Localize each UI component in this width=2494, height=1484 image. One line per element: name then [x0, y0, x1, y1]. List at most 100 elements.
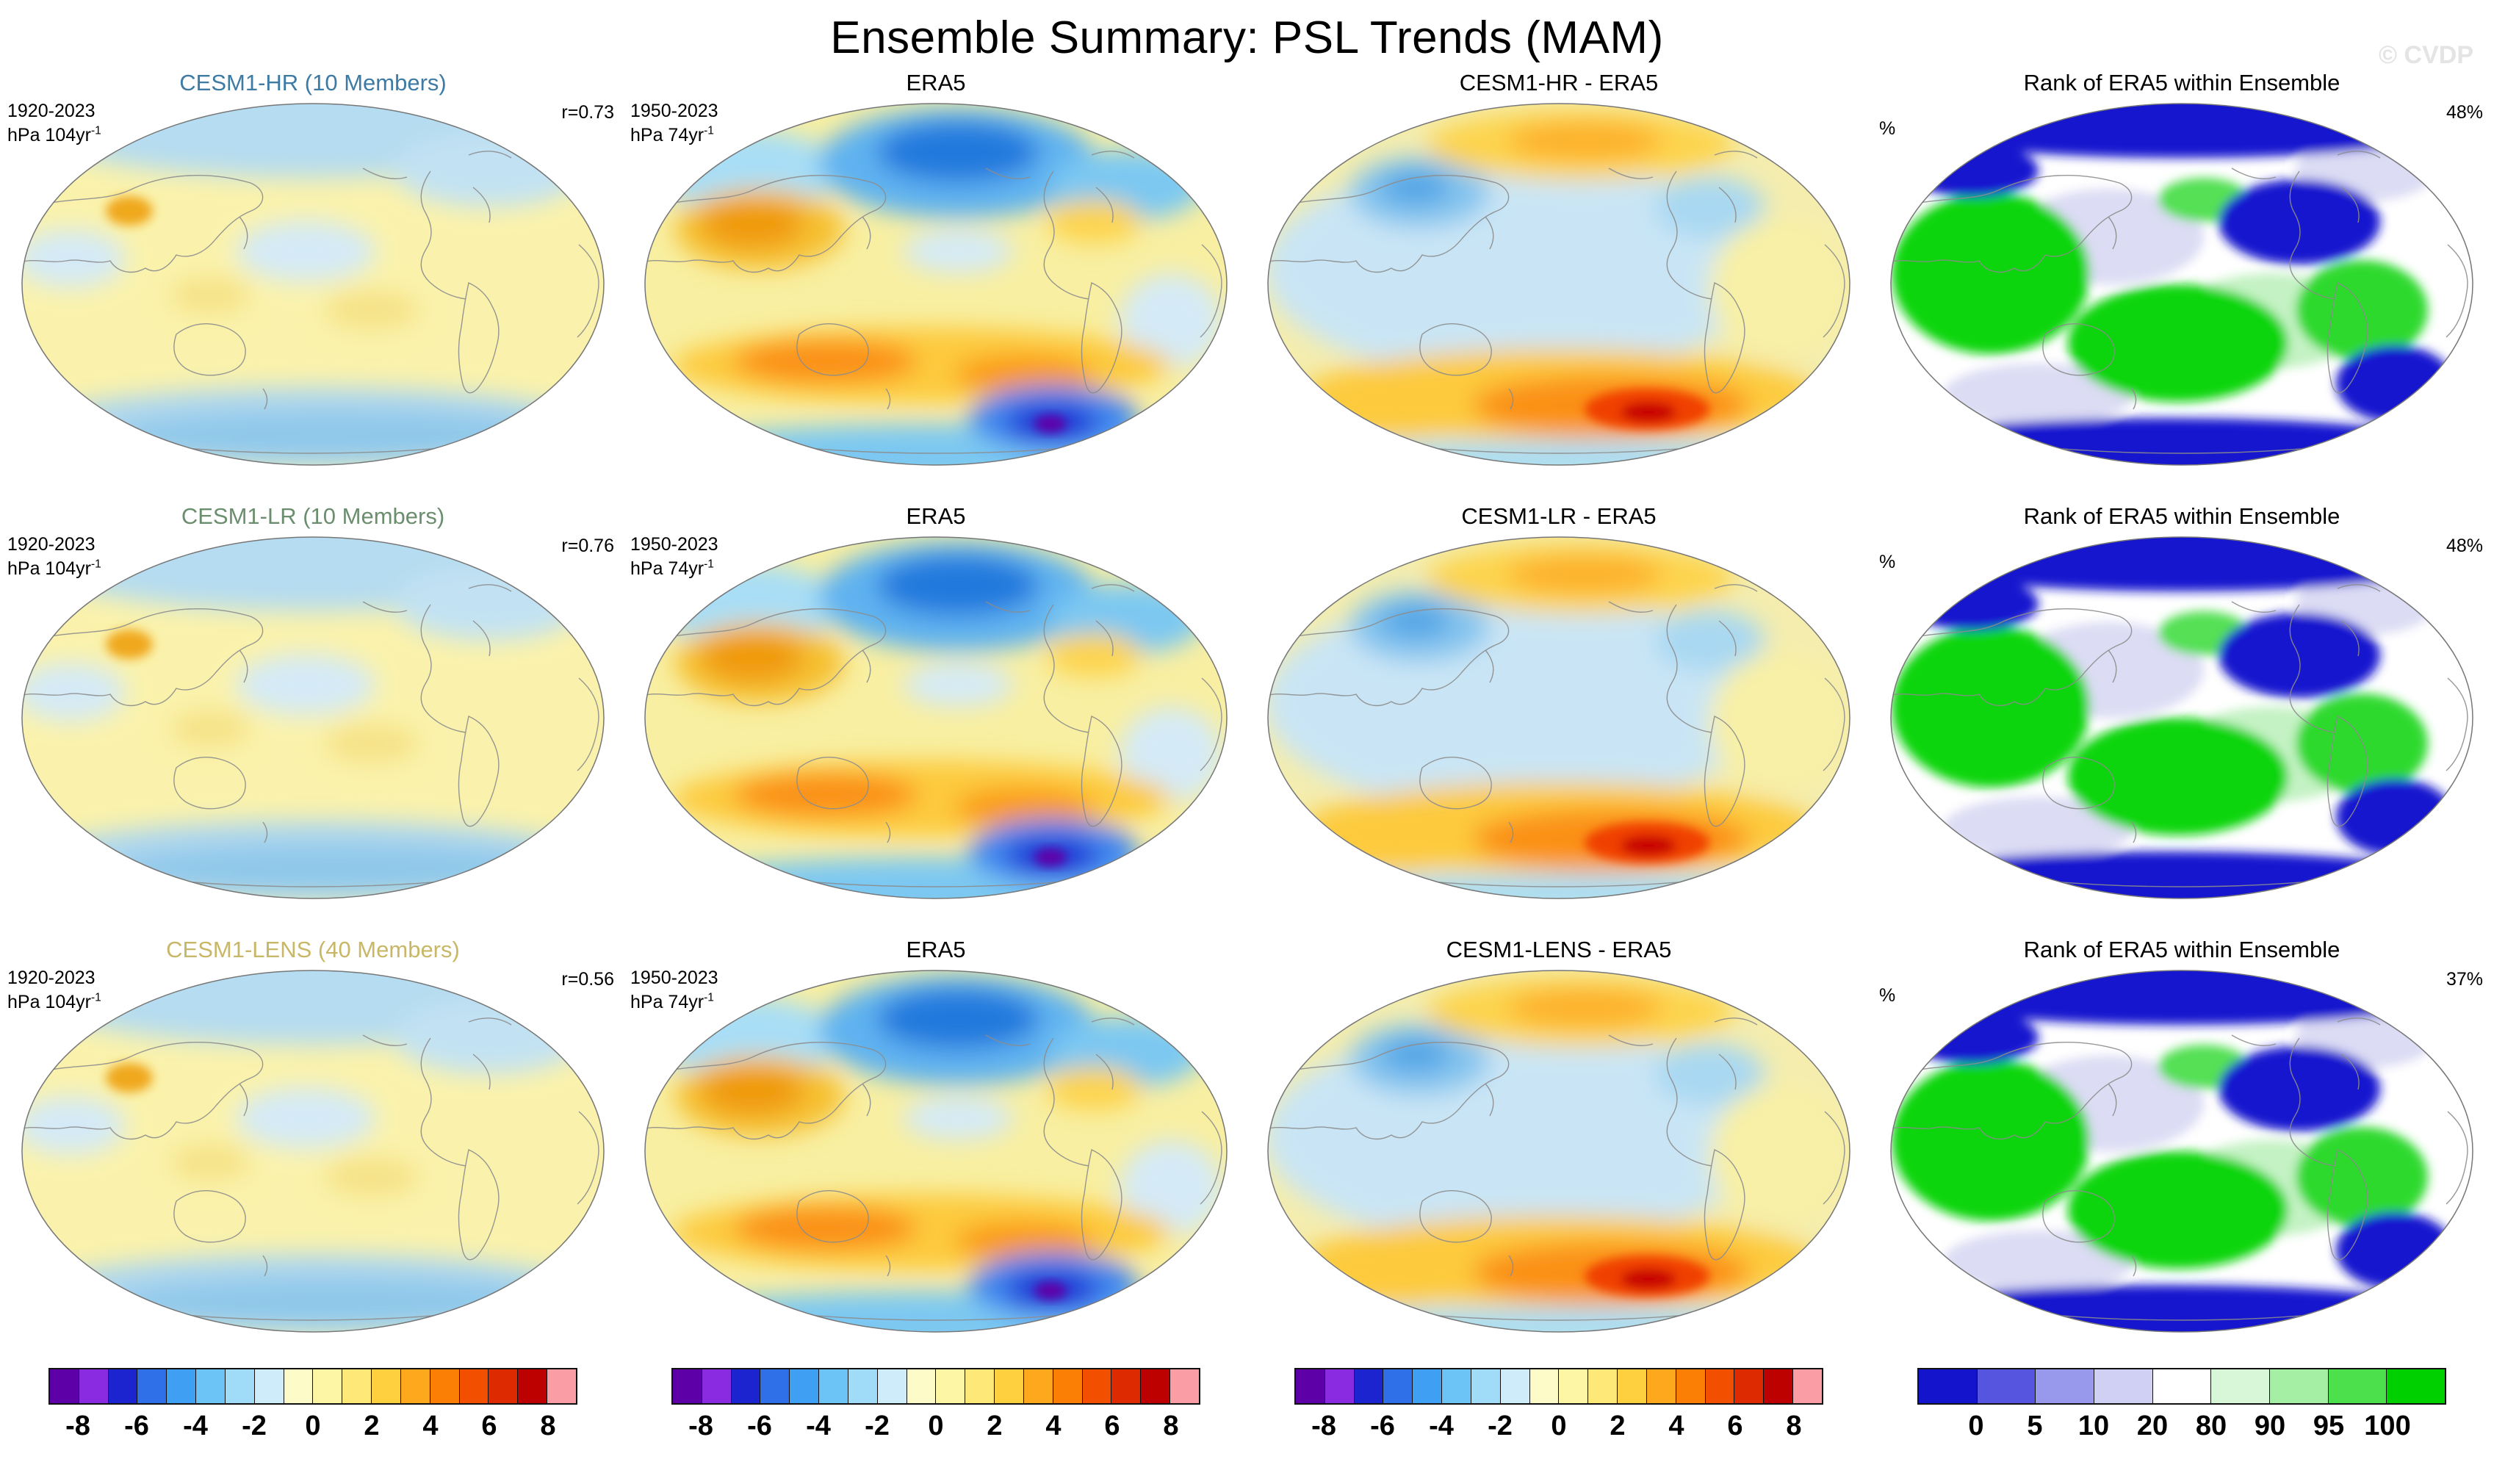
colorbar-tick-label: -2	[1488, 1411, 1513, 1441]
colorbar-segment	[1471, 1369, 1501, 1403]
colorbar-segment	[372, 1369, 401, 1403]
panel-title-cesm1-hr: CESM1-HR (10 Members)	[179, 70, 447, 96]
colorbar-tick-label: 10	[2077, 1411, 2110, 1441]
colorbar-tick-label: 4	[1668, 1411, 1684, 1441]
panel-cesm1-hr-minus-era5: CESM1-HR - ERA5	[1247, 70, 1870, 503]
map-cesm1-lr-trend	[21, 536, 605, 899]
colorbar-segment	[284, 1369, 314, 1403]
colorbar-segment	[877, 1369, 907, 1403]
rank-agreement-value: 48%	[2446, 102, 2483, 123]
colorbar-segment	[1676, 1369, 1706, 1403]
colorbar-tick-label: 0	[1551, 1411, 1567, 1441]
colorbar-segment	[2270, 1369, 2329, 1403]
colorbar-segment	[790, 1369, 820, 1403]
colorbar-tick-labels: -8 -6 -4 -2 0 2 4 6 8	[1294, 1411, 1823, 1447]
rank-agreement-value: 37%	[2446, 969, 2483, 990]
colorbar-segment	[518, 1369, 548, 1403]
colorbar-segment	[2387, 1369, 2446, 1403]
colorbar-tick-label: 90	[2254, 1411, 2286, 1441]
colorbar-segment	[995, 1369, 1024, 1403]
panel-cesm1-hr-trend: CESM1-HR (10 Members) 1920-2023 hPa 104y…	[1, 70, 624, 503]
panel-era5-row3: ERA5 1950-2023 hPa 74yr-1	[624, 937, 1247, 1370]
map-era5-trend-row1	[644, 103, 1228, 466]
colorbar-segment	[1170, 1369, 1199, 1403]
colorbar-tick-label: -8	[1311, 1411, 1336, 1441]
panel-rank-row3: Rank of ERA5 within Ensemble % 37%	[1870, 937, 2493, 1370]
obs-period-units: 1950-2023 hPa 74yr-1	[630, 966, 718, 1014]
colorbar-tick-label: 6	[1104, 1411, 1120, 1441]
panel-title-rank: Rank of ERA5 within Ensemble	[2023, 70, 2340, 96]
units-label: hPa 74yr-1	[630, 124, 714, 145]
panel-title-cesm1-lens: CESM1-LENS (40 Members)	[166, 937, 460, 962]
panel-cesm1-lr-trend: CESM1-LR (10 Members) 1920-2023 hPa 104y…	[1, 503, 624, 937]
colorbar-tick-label: 0	[1968, 1411, 1984, 1441]
colorbar-tick-label: -8	[688, 1411, 713, 1441]
colorbar-segment	[1764, 1369, 1794, 1403]
panel-title-era5: ERA5	[906, 503, 966, 529]
colorbar-segment	[459, 1369, 489, 1403]
row-cesm1-lr: CESM1-LR (10 Members) 1920-2023 hPa 104y…	[1, 503, 2493, 937]
colorbar-segment	[1141, 1369, 1171, 1403]
panel-title-cesm1-lr: CESM1-LR (10 Members)	[181, 503, 445, 529]
colorbar-segment	[1705, 1369, 1735, 1403]
colorbar-segment	[313, 1369, 343, 1403]
trend-colorbar: -8 -6 -4 -2 0 2 4 6 8	[671, 1368, 1200, 1447]
colorbar-tick-label: 8	[1786, 1411, 1802, 1441]
map-rank-row1	[1890, 103, 2473, 466]
panel-era5-row1: ERA5 1950-2023 hPa 74yr-1	[624, 70, 1247, 503]
colorbar-tick-label: 4	[422, 1411, 439, 1441]
colorbar-segment	[50, 1369, 79, 1403]
colorbar-tick-label: 2	[987, 1411, 1003, 1441]
colorbar-segment	[1053, 1369, 1083, 1403]
obs-period-units: 1950-2023 hPa 74yr-1	[630, 533, 718, 580]
colorbar-tick-label: -4	[1429, 1411, 1454, 1441]
colorbar-segment	[1559, 1369, 1589, 1403]
trend-period-units: 1920-2023 hPa 104yr-1	[7, 99, 101, 147]
colorbar-tick-label: 6	[481, 1411, 497, 1441]
units-label: hPa 104yr-1	[7, 124, 101, 145]
colorbar-tick-label: 100	[2364, 1411, 2411, 1441]
colorbar-tick-label: -4	[183, 1411, 208, 1441]
colorbar-segment	[547, 1369, 576, 1403]
figure-title: Ensemble Summary: PSL Trends (MAM)	[830, 12, 1664, 63]
colorbar-tick-label: -2	[242, 1411, 267, 1441]
colorbar-segment	[673, 1369, 702, 1403]
colorbar-tick-label: -8	[65, 1411, 90, 1441]
colorbar-tick-label: 4	[1045, 1411, 1062, 1441]
colorbar-trend-1: -8 -6 -4 -2 0 2 4 6 8	[1, 1368, 624, 1447]
colorbar-segment	[1442, 1369, 1471, 1403]
colorbar-tick-labels: 0 5 10 20 80 90 95 100	[1917, 1411, 2446, 1447]
colorbar-segment	[2328, 1369, 2387, 1403]
colorbar-segment	[1919, 1369, 1978, 1403]
panel-rank-row1: Rank of ERA5 within Ensemble % 48%	[1870, 70, 2493, 503]
colorbar-segment	[1296, 1369, 1325, 1403]
colorbar-segment	[1588, 1369, 1618, 1403]
colorbar-segment	[1646, 1369, 1676, 1403]
colorbar-segment	[1082, 1369, 1112, 1403]
map-era5-trend-row2	[644, 536, 1228, 899]
colorbar-segment	[79, 1369, 109, 1403]
colorbar-segment	[731, 1369, 761, 1403]
colorbar-segment	[1529, 1369, 1560, 1403]
colorbar-tick-label: -2	[865, 1411, 890, 1441]
colorbar-segment	[907, 1369, 937, 1403]
colorbar-segment	[108, 1369, 138, 1403]
map-cesm1-lens-trend	[21, 970, 605, 1333]
colorbar-tick-label: -6	[747, 1411, 772, 1441]
colorbar-trend-3: -8 -6 -4 -2 0 2 4 6 8	[1247, 1368, 1870, 1447]
trend-colorbar: -8 -6 -4 -2 0 2 4 6 8	[1294, 1368, 1823, 1447]
map-rank-row2	[1890, 536, 2473, 899]
colorbar-segment	[1793, 1369, 1822, 1403]
panel-title-diff: CESM1-HR - ERA5	[1459, 70, 1659, 96]
colorbar-segment	[965, 1369, 995, 1403]
pattern-correlation-value: r=0.73	[561, 102, 614, 123]
colorbar-segment	[2152, 1369, 2212, 1403]
period-label: 1950-2023	[630, 968, 718, 988]
units-label: hPa 74yr-1	[630, 991, 714, 1012]
colorbar-segment	[196, 1369, 226, 1403]
colorbar-segment	[1977, 1369, 2036, 1403]
colorbar-row: -8 -6 -4 -2 0 2 4 6 8 -8 -6 -4 -2 0 2 4 6 8 -8 -6 -4 -2 0 2 4 6…	[1, 1368, 2493, 1447]
colorbar-tick-label: 5	[2027, 1411, 2043, 1441]
colorbar-segment	[225, 1369, 255, 1403]
colorbar-segment	[430, 1369, 460, 1403]
